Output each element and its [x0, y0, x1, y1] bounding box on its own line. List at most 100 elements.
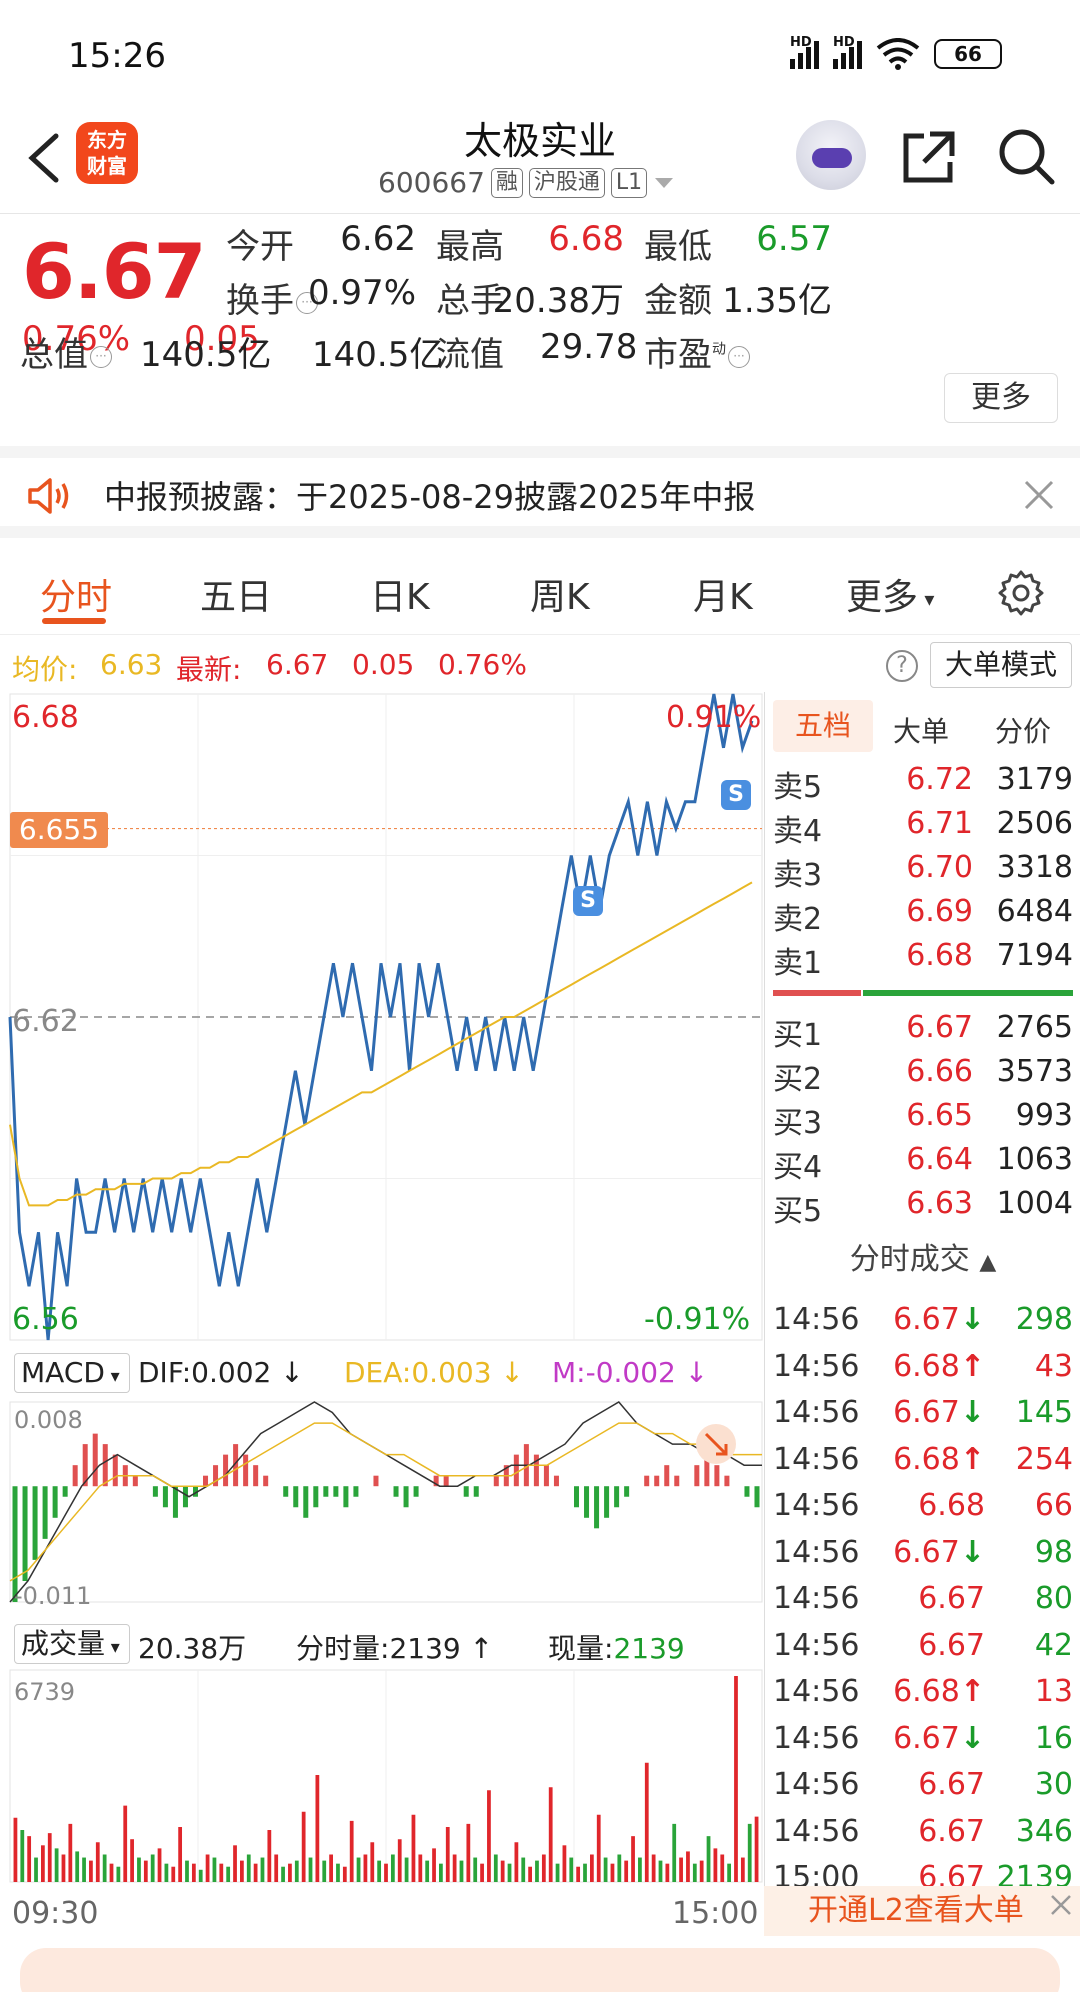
bid-row[interactable]: 买4 6.64 1063	[773, 1142, 1073, 1186]
order-vol: 6484	[996, 894, 1073, 929]
deal-price: 6.67↓	[893, 1302, 985, 1337]
tab-five-day[interactable]: 五日	[200, 577, 273, 618]
order-vol: 3318	[996, 850, 1073, 885]
quote-label: 最高	[436, 219, 504, 268]
buy-sell-ratio-bar	[773, 990, 1073, 996]
logo-text: 财富	[87, 154, 127, 178]
ask-row[interactable]: 卖2 6.69 6484	[773, 894, 1073, 938]
gear-icon[interactable]	[996, 568, 1046, 618]
tab-monthly-k[interactable]: 月K	[693, 577, 753, 618]
tab-price-distribution[interactable]: 分价	[995, 715, 1052, 748]
tab-more[interactable]: 更多 ▾	[846, 568, 934, 620]
wifi-icon	[876, 38, 920, 70]
ask-row[interactable]: 卖4 6.71 2506	[773, 806, 1073, 850]
quote-label-text: 最高	[436, 227, 504, 267]
tab-weekly-k[interactable]: 周K	[530, 577, 590, 618]
info-dots-icon[interactable]: ···	[296, 291, 318, 314]
caret-up-icon: ▲	[979, 1250, 997, 1275]
macd-selector[interactable]: MACD ▾	[14, 1353, 130, 1393]
quote-value: 6.68	[548, 219, 624, 259]
big-order-mode-button[interactable]: 大单模式	[930, 642, 1072, 688]
bid-row[interactable]: 买3 6.65 993	[773, 1098, 1073, 1142]
bid-row[interactable]: 买2 6.66 3573	[773, 1054, 1073, 1098]
sell-marker: S	[721, 780, 751, 810]
more-quote-button[interactable]: 更多	[944, 373, 1058, 423]
search-icon[interactable]	[994, 124, 1058, 188]
status-time: 15:26	[68, 36, 166, 76]
order-price: 6.67	[906, 1010, 973, 1045]
deal-price: 6.67↓	[893, 1535, 985, 1570]
order-label: 买5	[773, 1194, 823, 1229]
quote-label: 总手	[436, 273, 504, 322]
quote-label-text: 今开	[226, 227, 294, 267]
order-price: 6.70	[906, 850, 973, 885]
quote-value: 6.57	[756, 219, 832, 259]
bid-row[interactable]: 买1 6.67 2765	[773, 1010, 1073, 1054]
deals-title[interactable]: 分时成交 ▲	[765, 1234, 1080, 1278]
ask-row[interactable]: 卖5 6.72 3179	[773, 762, 1073, 806]
y-min-label: 6.56	[12, 1302, 79, 1337]
quote-label-text: 金额	[644, 281, 712, 321]
deal-volume: 254	[1015, 1441, 1073, 1477]
l2-upgrade-banner[interactable]: 开通L2查看大单	[764, 1886, 1080, 1936]
deal-arrow-icon: ↓	[959, 1534, 985, 1570]
close-icon[interactable]	[1018, 474, 1060, 516]
order-vol: 3573	[996, 1054, 1073, 1089]
volume-selector[interactable]: 成交量 ▾	[14, 1624, 130, 1664]
bid-row[interactable]: 买5 6.63 1004	[773, 1186, 1073, 1230]
tab-big-orders[interactable]: 大单	[893, 715, 950, 748]
quote-label: 总值 ···	[20, 327, 112, 376]
deal-time: 14:56	[773, 1395, 860, 1430]
deal-volume: 98	[1034, 1534, 1073, 1570]
deal-price-value: 6.68	[893, 1674, 960, 1709]
quote-value: 140.5亿	[140, 335, 272, 375]
tab-daily-k[interactable]: 日K	[370, 577, 430, 618]
order-price: 6.68	[906, 938, 973, 973]
order-vol: 3179	[996, 762, 1073, 797]
stock-code-row[interactable]: 600667 融 沪股通 L1	[378, 166, 675, 199]
share-icon[interactable]	[900, 128, 958, 186]
tab-five-levels[interactable]: 五档	[773, 700, 873, 752]
quote-label-text: 总值	[20, 335, 88, 375]
info-dots-icon[interactable]: ···	[90, 345, 112, 368]
deal-time: 14:56	[773, 1813, 860, 1849]
intraday-chart[interactable]	[0, 692, 764, 1926]
price-line	[8, 693, 754, 1341]
order-vol: 2506	[996, 806, 1073, 841]
volume-label: 成交量	[21, 1627, 106, 1660]
deal-time: 14:56	[773, 1302, 860, 1337]
deal-price-value: 6.67	[893, 1534, 960, 1570]
order-vol: 7194	[996, 938, 1073, 973]
deals-title-label: 分时成交	[849, 1242, 970, 1277]
deal-arrow-icon: ↑	[959, 1441, 985, 1477]
tab-intraday[interactable]: 分时	[40, 577, 113, 618]
close-icon[interactable]	[1046, 1890, 1076, 1920]
stock-header: 东方 财富 太极实业 600667 融 沪股通 L1	[0, 110, 1080, 214]
order-label: 卖2	[773, 902, 823, 937]
ask-row[interactable]: 卖3 6.70 3318	[773, 850, 1073, 894]
x-start-label: 09:30	[12, 1896, 99, 1931]
bottom-ad-banner[interactable]	[20, 1948, 1060, 1992]
info-dots-icon[interactable]: ···	[728, 345, 750, 368]
ask-row[interactable]: 卖1 6.68 7194	[773, 938, 1073, 982]
order-label: 买3	[773, 1106, 823, 1141]
deal-time: 14:56	[773, 1674, 860, 1709]
notice-bar[interactable]: 中报预披露：于2025-08-29披露2025年中报	[0, 446, 1080, 538]
deal-row: 14:56 6.67↓ 16	[773, 1721, 1073, 1767]
current-volume-label: 现量:	[548, 1632, 614, 1665]
current-volume-value: 2139	[613, 1632, 685, 1665]
order-price: 6.72	[906, 762, 973, 797]
quote-label: 今开	[226, 219, 294, 268]
quote-value: 20.38万	[492, 281, 624, 321]
speaker-icon	[28, 478, 69, 514]
signal-icon: HD	[790, 35, 819, 69]
minute-volume-label: 分时量:	[296, 1632, 390, 1665]
back-arrow-icon[interactable]	[20, 128, 70, 188]
average-line	[9, 881, 753, 1207]
deal-price: 6.67↓	[893, 1721, 985, 1756]
current-price: 6.67	[22, 227, 207, 316]
logo-text: 东方	[87, 128, 127, 152]
help-icon[interactable]: ?	[886, 650, 918, 682]
deal-volume: 43	[1034, 1348, 1073, 1384]
quote-label: 换手 ···	[226, 273, 318, 322]
